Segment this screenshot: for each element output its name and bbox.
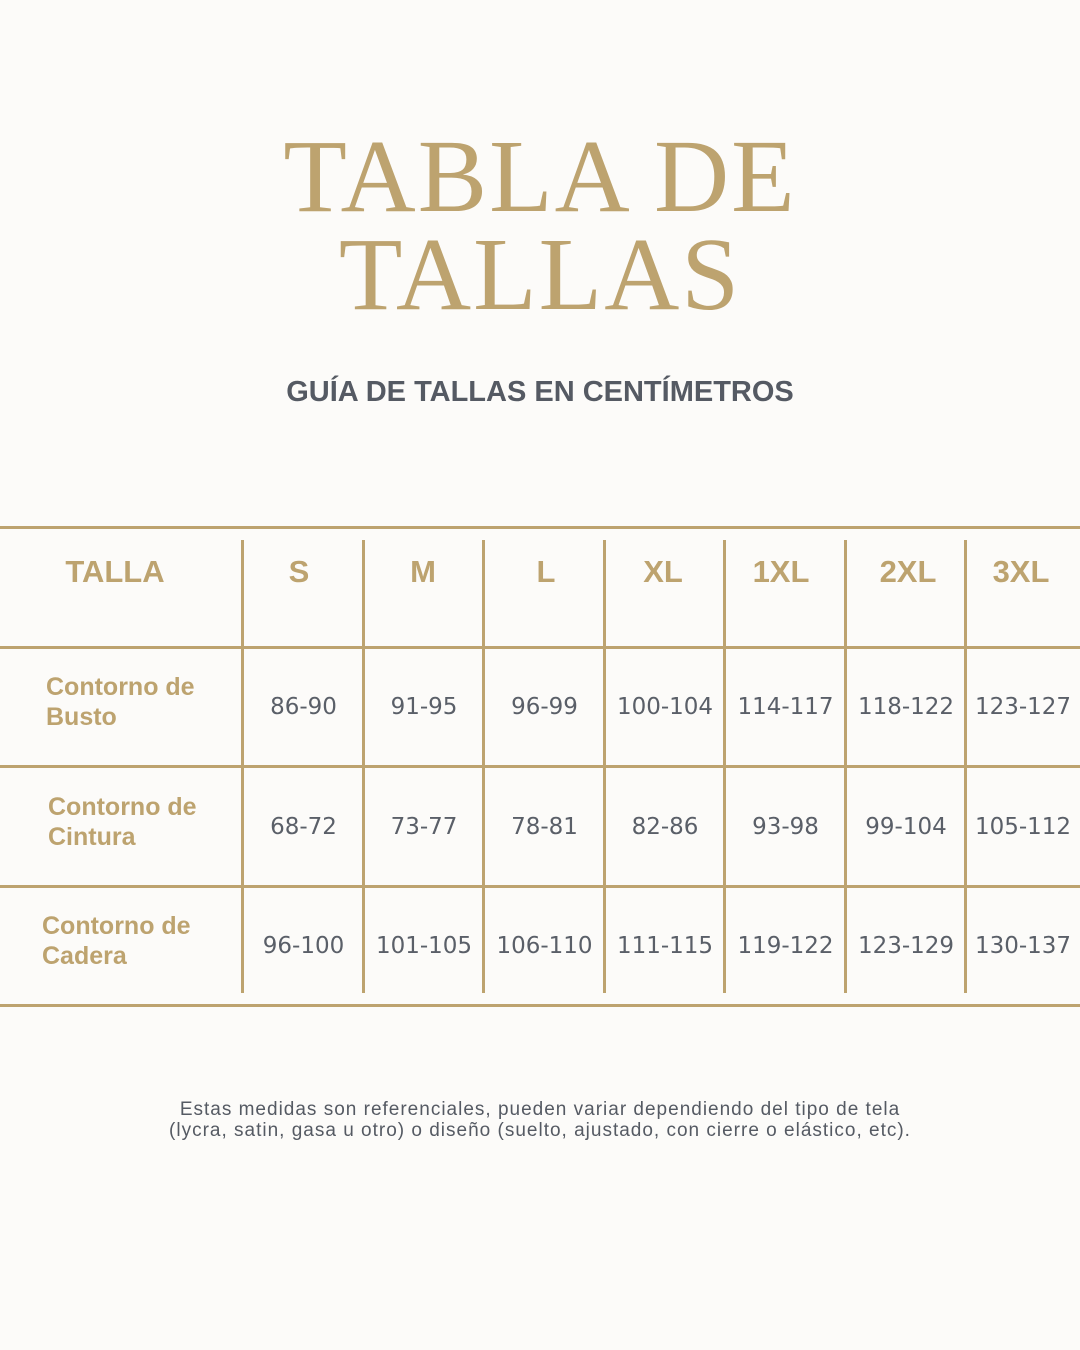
table-cell: 123-127: [974, 694, 1072, 720]
column-header: TALLA: [65, 554, 165, 589]
row-label-line-1: Contorno de: [46, 673, 195, 701]
column-header: 1XL: [752, 554, 810, 589]
table-cell: 96-100: [262, 933, 345, 959]
table-column-divider: [241, 540, 244, 993]
title-line-1: TABLA DE: [283, 119, 797, 234]
page-title: TABLA DE TALLAS: [0, 119, 1080, 332]
table-cell: 96-99: [511, 694, 578, 720]
table-cell: 105-112: [974, 813, 1072, 840]
row-label-line-1: Contorno de: [42, 912, 191, 940]
column-header: L: [536, 554, 556, 589]
column-header: M: [410, 554, 436, 589]
table-row-divider: [0, 526, 1080, 529]
table-cell: 130-137: [974, 933, 1072, 959]
title-line-2: TALLAS: [338, 217, 742, 332]
table-cell: 93-98: [752, 813, 819, 840]
table-cell: 119-122: [737, 933, 834, 959]
row-label-text: Contorno de Cadera: [42, 911, 191, 971]
table-column-divider: [844, 540, 847, 993]
row-label: Contorno de Cintura: [48, 763, 238, 880]
row-label-line-1: Contorno de: [48, 792, 197, 821]
note-line-2: (lycra, satin, gasa u otro) o diseño (su…: [169, 1120, 911, 1141]
table-cell: 118-122: [857, 694, 955, 720]
subtitle: GUÍA DE TALLAS EN CENTÍMETROS: [286, 376, 794, 408]
table-row-divider: [0, 885, 1080, 888]
table-column-divider: [723, 540, 726, 993]
table-row-divider: [0, 646, 1080, 649]
table-cell: 78-81: [511, 813, 578, 840]
table-cell: 123-129: [857, 933, 955, 959]
table-cell: 114-117: [737, 694, 834, 720]
table-cell: 99-104: [865, 813, 947, 840]
table-cell: 101-105: [375, 933, 473, 959]
column-header: XL: [643, 554, 683, 589]
table-row-divider: [0, 765, 1080, 768]
table-column-divider: [964, 540, 967, 993]
row-label: Contorno de Cadera: [42, 883, 232, 999]
row-label-line-2: Cintura: [48, 822, 136, 851]
row-label-line-2: Busto: [46, 703, 117, 731]
table-column-divider: [362, 540, 365, 993]
table-cell: 100-104: [616, 694, 714, 720]
table-cell: 91-95: [390, 694, 458, 720]
table-cell: 86-90: [270, 694, 337, 720]
table-cell: 111-115: [616, 933, 714, 959]
table-column-divider: [603, 540, 606, 993]
table-cell: 82-86: [631, 813, 699, 840]
table-cell: 73-77: [390, 813, 458, 840]
table-cell: 106-110: [496, 933, 593, 959]
row-label-line-2: Cadera: [42, 942, 127, 970]
column-header: 2XL: [879, 554, 937, 589]
row-label: Contorno de Busto: [46, 644, 236, 760]
table-cell: 68-72: [270, 813, 337, 840]
table-row-divider: [0, 1004, 1080, 1007]
table-column-divider: [482, 540, 485, 993]
column-header: 3XL: [992, 554, 1050, 589]
note-line-1: Estas medidas son referenciales, pueden …: [179, 1099, 901, 1120]
row-label-text: Contorno de Busto: [46, 672, 195, 732]
disclaimer-note: Estas medidas son referenciales, pueden …: [0, 1099, 1080, 1141]
row-label-text: Contorno de Cintura: [48, 792, 197, 852]
column-header: S: [288, 554, 310, 589]
